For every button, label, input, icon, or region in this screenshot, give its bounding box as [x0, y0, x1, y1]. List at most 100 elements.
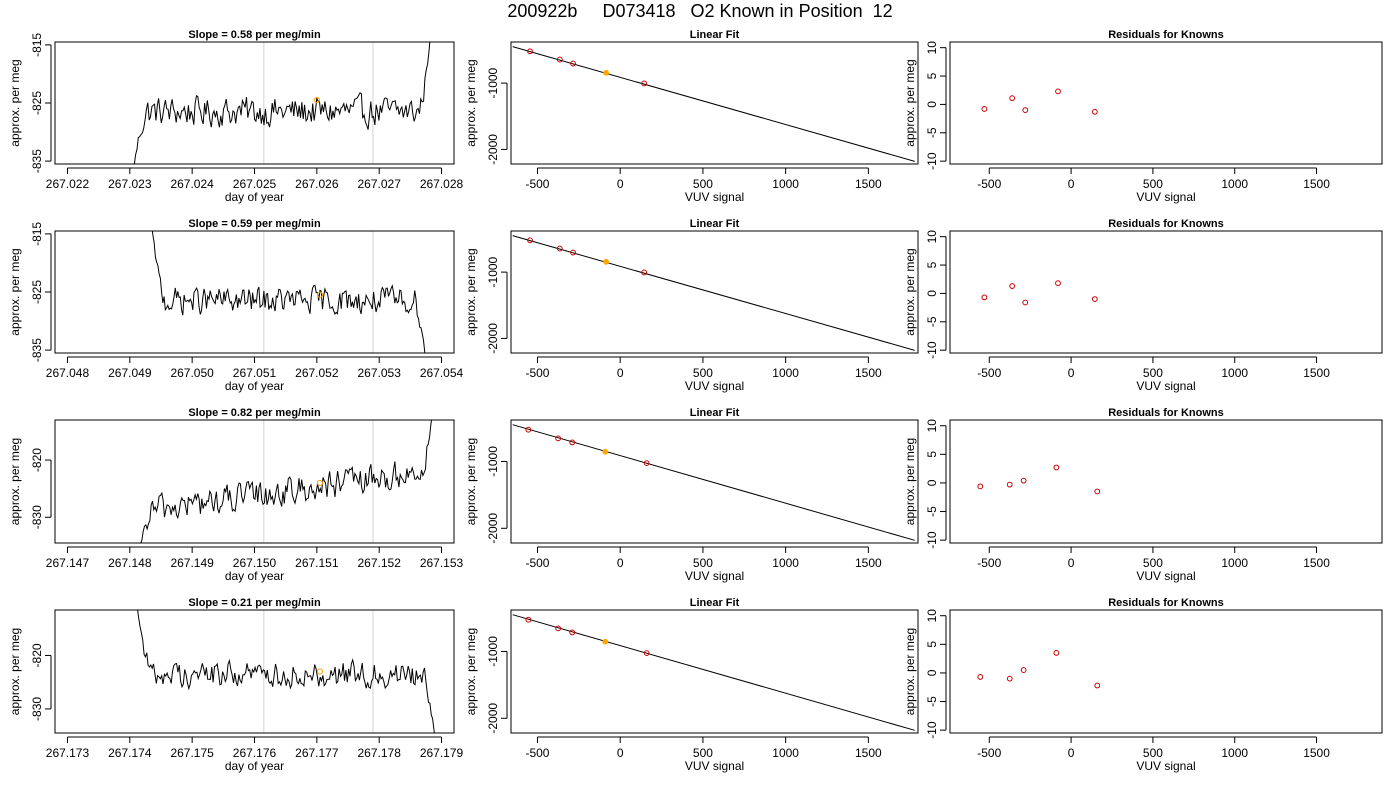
chart-title: Slope = 0.82 per meg/min — [188, 407, 321, 419]
y-tick-label: -815 — [30, 33, 44, 57]
y-tick-label: -2000 — [486, 513, 500, 544]
x-axis-label: VUV signal — [685, 379, 744, 393]
data-point — [556, 56, 563, 63]
data-point — [1009, 283, 1016, 289]
x-tick-label: 1000 — [772, 177, 799, 191]
r1-resid-plot-area — [981, 88, 1098, 115]
plot-frame — [949, 419, 1383, 544]
plot-frame — [54, 609, 455, 734]
x-tick-label: 1500 — [855, 177, 882, 191]
x-tick-label: 267.028 — [420, 177, 464, 191]
x-axis-label: VUV signal — [1136, 759, 1195, 773]
x-tick-label: 500 — [693, 366, 713, 380]
x-tick-label: 267.022 — [46, 177, 90, 191]
y-tick-label: -10 — [925, 152, 939, 170]
page-title: 200922b D073418 O2 Known in Position 12 — [507, 1, 893, 21]
fit-line — [512, 614, 915, 731]
chart-title: Linear Fit — [690, 407, 740, 419]
x-tick-label: -500 — [525, 366, 549, 380]
x-tick-label: 267.054 — [420, 366, 464, 380]
data-point — [643, 460, 650, 467]
x-tick-label: 267.174 — [108, 746, 152, 760]
x-tick-label: 267.150 — [233, 556, 277, 570]
y-axis-label: approx. per meg — [903, 248, 917, 335]
y-tick-label: -1000 — [486, 636, 500, 667]
r4-resid-panel: -500 0 500 1000 1500 -10 -5 0 5 10 Residuals for K… — [903, 597, 1383, 773]
y-axis-label: approx. per meg — [903, 438, 917, 525]
r2-trace-plot-area — [151, 231, 426, 353]
y-tick-label: 0 — [925, 290, 939, 297]
x-tick-label: 267.148 — [108, 556, 152, 570]
x-tick-label: 267.175 — [170, 746, 214, 760]
y-tick-label: -5 — [925, 696, 939, 707]
y-tick-label: 5 — [925, 72, 939, 79]
x-tick-label: 500 — [1143, 177, 1163, 191]
y-tick-label: -5 — [925, 506, 939, 517]
x-tick-label: -500 — [977, 746, 1001, 760]
chart-title: Residuals for Knowns — [1108, 407, 1224, 419]
y-tick-label: 0 — [925, 669, 939, 676]
y-tick-label: -825 — [30, 91, 44, 115]
x-tick-label: 0 — [617, 177, 624, 191]
r2-resid-panel: -500 0 500 1000 1500 -10 -5 0 5 10 Residuals for K… — [903, 218, 1383, 393]
plot-frame — [510, 41, 919, 165]
y-axis-label: approx. per meg — [8, 248, 22, 335]
x-tick-label: 267.049 — [108, 366, 152, 380]
x-tick-label: 0 — [617, 746, 624, 760]
x-tick-label: 267.147 — [46, 556, 90, 570]
x-tick-label: 1500 — [855, 366, 882, 380]
r4-trace-plot-area — [137, 610, 435, 733]
r3-resid-panel: -500 0 500 1000 1500 -10 -5 0 5 10 Residuals for K… — [903, 407, 1383, 583]
r1-trace-panel: 267.022 267.023 267.024 267.025 267.026 267.0… — [8, 29, 464, 204]
y-axis-label: approx. per meg — [464, 248, 478, 335]
x-tick-label: -500 — [525, 746, 549, 760]
chart-title: Residuals for Knowns — [1108, 29, 1224, 41]
y-axis-label: approx. per meg — [903, 59, 917, 146]
highlighted-data-point — [602, 638, 609, 645]
y-tick-label: -815 — [30, 222, 44, 246]
r3-resid-plot-area — [977, 464, 1101, 495]
r3-fit-panel: -500 0 500 1000 1500 -2000 -1000 Linear Fit VUV … — [464, 407, 919, 583]
x-tick-label: -500 — [977, 177, 1001, 191]
data-point — [1091, 108, 1098, 115]
data-point — [641, 269, 648, 276]
data-point — [525, 426, 532, 433]
y-tick-label: -835 — [30, 338, 44, 362]
r3-trace-panel: 267.147 267.148 267.149 267.150 267.151 267.1… — [8, 407, 464, 583]
y-tick-label: -1000 — [486, 446, 500, 477]
mean-marker-point — [316, 479, 324, 487]
y-tick-label: -10 — [925, 531, 939, 549]
data-point — [555, 625, 562, 632]
x-tick-label: 0 — [1068, 177, 1075, 191]
y-tick-label: 10 — [925, 419, 939, 433]
x-tick-label: 267.025 — [233, 177, 277, 191]
x-tick-label: 267.178 — [357, 746, 401, 760]
x-tick-label: 267.052 — [295, 366, 339, 380]
data-point — [1055, 280, 1061, 287]
x-tick-label: 0 — [1068, 556, 1075, 570]
chart-title: Residuals for Knowns — [1108, 218, 1224, 230]
x-tick-label: 267.176 — [233, 746, 277, 760]
data-point — [641, 80, 648, 87]
data-point — [1094, 682, 1101, 689]
x-tick-label: 1500 — [1303, 177, 1330, 191]
r4-fit-panel: -500 0 500 1000 1500 -2000 -1000 Linear Fit VUV … — [464, 597, 919, 773]
plot-frame — [510, 230, 919, 354]
fit-line — [512, 46, 915, 162]
fit-line — [512, 235, 915, 351]
y-tick-label: -820 — [30, 448, 44, 472]
data-point — [555, 435, 562, 442]
highlighted-data-point — [603, 69, 610, 76]
y-tick-label: -830 — [30, 505, 44, 529]
x-axis-label: VUV signal — [1136, 190, 1195, 204]
x-tick-label: 1000 — [1221, 366, 1248, 380]
y-tick-label: -1000 — [486, 256, 500, 287]
data-point — [1020, 667, 1027, 673]
plot-frame — [54, 419, 455, 544]
mean-marker-point — [316, 291, 324, 299]
y-tick-label: -825 — [30, 280, 44, 304]
x-tick-label: 0 — [1068, 366, 1075, 380]
x-axis-label: VUV signal — [1136, 379, 1195, 393]
x-tick-label: 1000 — [1221, 556, 1248, 570]
r1-resid-panel: -500 0 500 1000 1500 -10 -5 0 5 10 Residuals for K… — [903, 29, 1383, 204]
